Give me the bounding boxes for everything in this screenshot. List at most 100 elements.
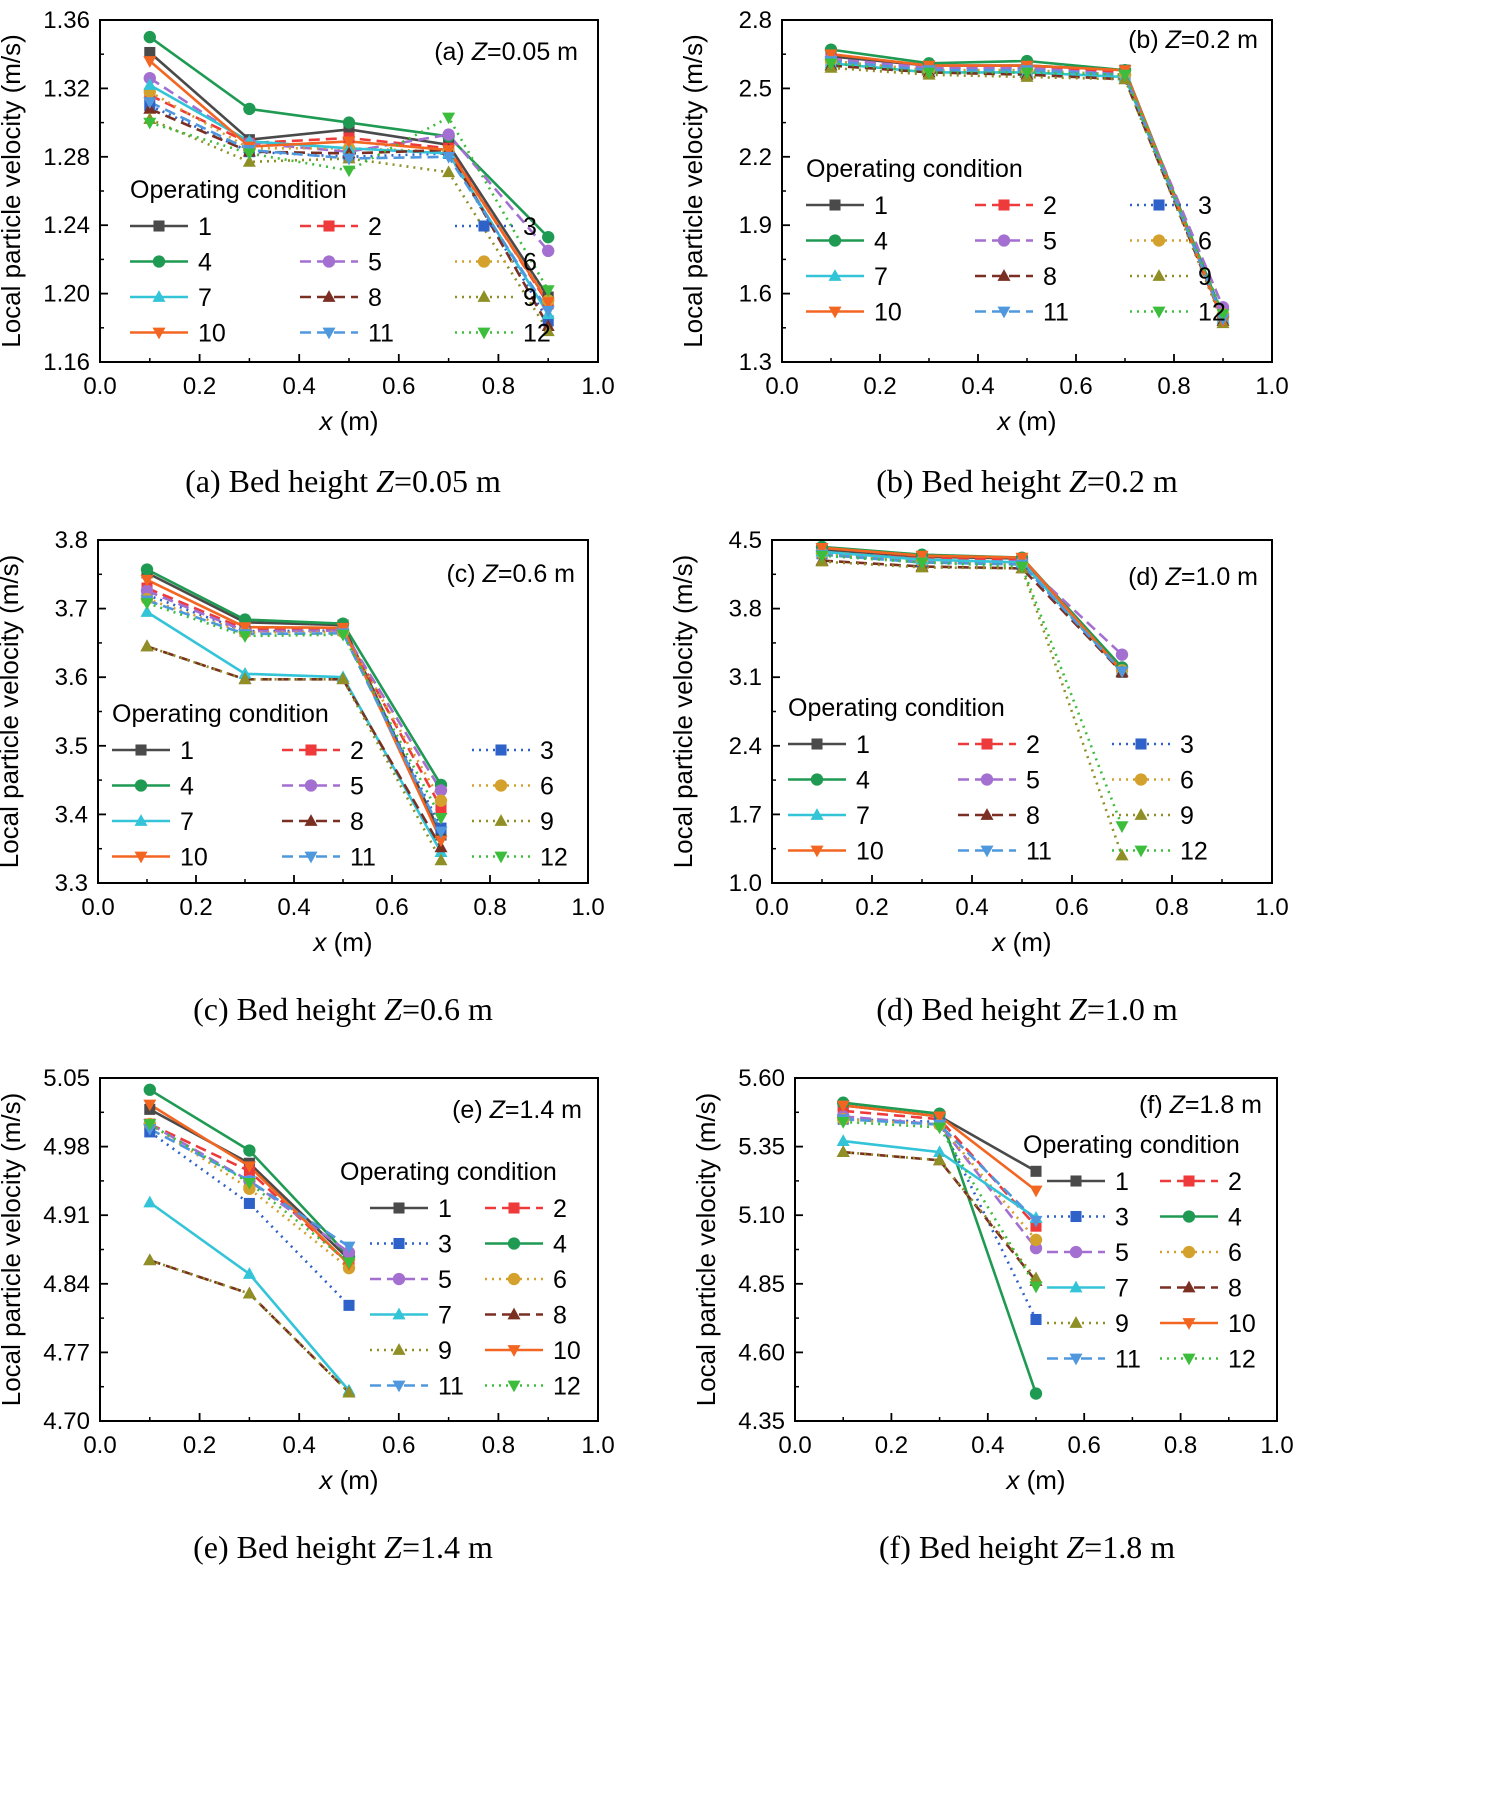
- series-line-9: [843, 1150, 1038, 1280]
- x-tick-label: 0.4: [283, 1432, 316, 1459]
- legend-item-5: 5: [300, 249, 382, 277]
- series-point-12: [442, 112, 456, 125]
- y-tick-label: 3.7: [55, 596, 88, 623]
- y-tick-label: 5.35: [738, 1134, 785, 1161]
- legend-marker: [304, 779, 318, 792]
- legend-label: 10: [198, 320, 226, 348]
- plot-frame: [97, 539, 589, 884]
- legend-marker: [507, 1272, 521, 1286]
- legend-item-2: 2: [485, 1195, 567, 1223]
- legend-item-5: 5: [958, 767, 1040, 795]
- y-axis-label: Local particle velocity (m/s): [0, 34, 26, 348]
- x-tick-label: 0.8: [482, 373, 515, 400]
- legend-item-5: 5: [1047, 1239, 1129, 1267]
- series-point-12: [922, 67, 936, 80]
- y-tick-label: 4.98: [43, 1134, 90, 1161]
- panel-caption: (c) Bed height Z=0.6 m: [193, 991, 493, 1027]
- y-tick-label: 2.4: [729, 733, 762, 760]
- legend-label: 12: [1180, 838, 1208, 866]
- series-point-12: [824, 58, 838, 71]
- legend-label: 10: [1228, 1310, 1256, 1338]
- legend-label: 11: [1026, 838, 1052, 866]
- legend-item-6: 6: [1160, 1239, 1242, 1267]
- legend-label: 3: [1115, 1204, 1129, 1232]
- x-tick-label: 0.2: [179, 894, 212, 921]
- legend-item-3: 3: [472, 737, 554, 765]
- y-tick-label: 1.3: [739, 349, 772, 376]
- y-tick-label: 4.84: [43, 1271, 90, 1298]
- series-point-9: [933, 1153, 947, 1166]
- series-line-2: [830, 57, 1225, 317]
- plot-area: [140, 563, 448, 866]
- series-line-8: [821, 559, 1123, 674]
- series-point-6: [434, 794, 448, 807]
- legend-item-9: 9: [1047, 1310, 1129, 1338]
- legend-marker: [1152, 234, 1166, 247]
- legend-item-11: 11: [975, 299, 1069, 327]
- series-point-10: [933, 1111, 947, 1124]
- y-tick-label: 4.35: [738, 1408, 785, 1435]
- legend-marker: [477, 327, 491, 340]
- plot-frame: [781, 19, 1273, 363]
- x-tick-label: 1.0: [581, 373, 614, 400]
- legend-marker: [477, 290, 491, 302]
- series-point-10: [824, 49, 838, 62]
- y-tick-label: 5.05: [43, 1065, 90, 1092]
- y-tick-label: 3.6: [55, 664, 88, 691]
- legend-item-9: 9: [472, 808, 554, 836]
- x-tick-label: 0.0: [755, 894, 788, 921]
- plot-frame: [794, 1077, 1278, 1422]
- legend-item-8: 8: [485, 1302, 567, 1330]
- legend-marker: [828, 234, 842, 247]
- series-line-4: [821, 545, 1123, 669]
- legend-item-8: 8: [975, 263, 1057, 291]
- y-tick-label: 3.5: [55, 733, 88, 760]
- legend-label: 5: [1026, 767, 1040, 795]
- series-point-12: [836, 1117, 850, 1129]
- series-point-5: [442, 128, 455, 141]
- legend-label: 4: [180, 773, 194, 801]
- series-line-5: [830, 57, 1225, 308]
- legend-item-10: 10: [485, 1337, 581, 1365]
- series-point-4: [542, 230, 555, 244]
- x-tick-label: 0.0: [83, 373, 116, 400]
- series-point-4: [140, 563, 154, 576]
- legend-item-5: 5: [370, 1266, 452, 1294]
- legend-item-8: 8: [282, 808, 364, 836]
- legend-label: 10: [180, 844, 208, 872]
- series-point-10: [143, 1099, 157, 1112]
- series-point-9: [442, 165, 456, 178]
- legend-item-2: 2: [300, 213, 382, 241]
- legend-marker: [1069, 1316, 1083, 1328]
- legend-item-12: 12: [1112, 838, 1208, 866]
- series-point-10: [140, 574, 154, 587]
- x-tick-label: 0.8: [1155, 894, 1188, 921]
- legend-label: 8: [368, 284, 382, 312]
- series-point-12: [238, 631, 252, 643]
- legend-item-4: 4: [1160, 1204, 1242, 1232]
- series-point-4: [1029, 1387, 1043, 1400]
- series-point-9: [836, 1145, 850, 1157]
- legend-item-12: 12: [472, 844, 568, 872]
- series-point-3: [243, 1197, 255, 1209]
- x-tick-label: 0.2: [875, 1432, 908, 1459]
- x-tick-label: 0.2: [855, 894, 888, 921]
- series-point-10: [238, 622, 252, 634]
- legend-label: 7: [1115, 1275, 1129, 1303]
- panel-annotation: (b) Z=0.2 m: [1128, 26, 1258, 54]
- legend-item-8: 8: [1160, 1275, 1242, 1303]
- y-tick-label: 4.5: [729, 527, 762, 554]
- y-tick-label: 4.91: [43, 1202, 90, 1229]
- legend-label: 7: [874, 263, 888, 291]
- series-point-9: [238, 672, 252, 685]
- series-point-10: [1015, 552, 1029, 565]
- series-point-7: [933, 1145, 947, 1157]
- series-line-3: [149, 1130, 350, 1307]
- legend-label: 7: [198, 284, 212, 312]
- plot-frame: [99, 19, 599, 363]
- y-tick-label: 1.24: [43, 212, 90, 239]
- series-line-6: [149, 1123, 350, 1270]
- chart-panel-d: 0.0 0.2 0.4 0.6 0.8 1.0 1.0 1.7 2.4 3.1 3.8 4.5 x (m…: [668, 527, 1289, 1027]
